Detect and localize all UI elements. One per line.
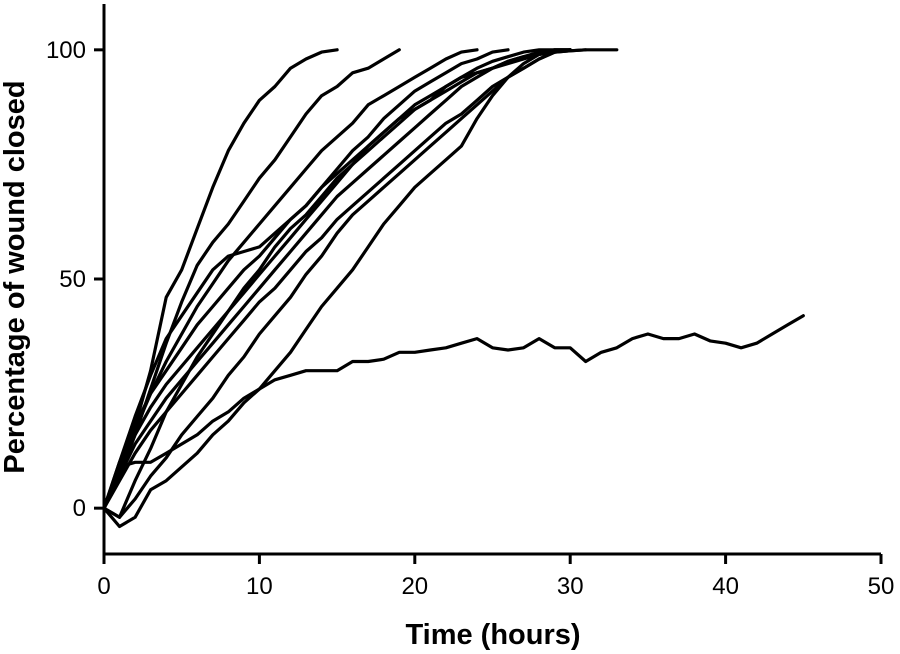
- series-line-6: [102, 48, 619, 519]
- series-line-8: [102, 48, 572, 510]
- series-line-3: [102, 48, 479, 510]
- x-axis-ticks: 0 10 20 30 40 50: [97, 554, 894, 600]
- series-layer: [102, 48, 805, 529]
- x-tick-label: 50: [868, 573, 895, 600]
- series-line-11: [102, 48, 572, 529]
- y-tick-label: 100: [46, 37, 86, 64]
- y-axis-ticks: 0 50 100: [46, 37, 104, 522]
- y-tick-label: 0: [73, 495, 86, 522]
- series-line-12: [102, 314, 805, 510]
- series-line-4: [102, 48, 510, 510]
- x-tick-label: 10: [246, 573, 273, 600]
- series-line-7: [102, 48, 572, 510]
- x-tick-label: 0: [97, 573, 110, 600]
- y-axis-title: Percentage of wound closed: [0, 80, 31, 473]
- x-axis-title: Time (hours): [405, 619, 580, 651]
- series-line-9: [102, 48, 572, 510]
- x-tick-label: 20: [401, 573, 428, 600]
- series-line-2: [102, 48, 401, 510]
- y-tick-label: 50: [59, 266, 86, 293]
- series-line-10: [102, 48, 572, 519]
- x-tick-label: 40: [712, 573, 739, 600]
- x-tick-label: 30: [557, 573, 584, 600]
